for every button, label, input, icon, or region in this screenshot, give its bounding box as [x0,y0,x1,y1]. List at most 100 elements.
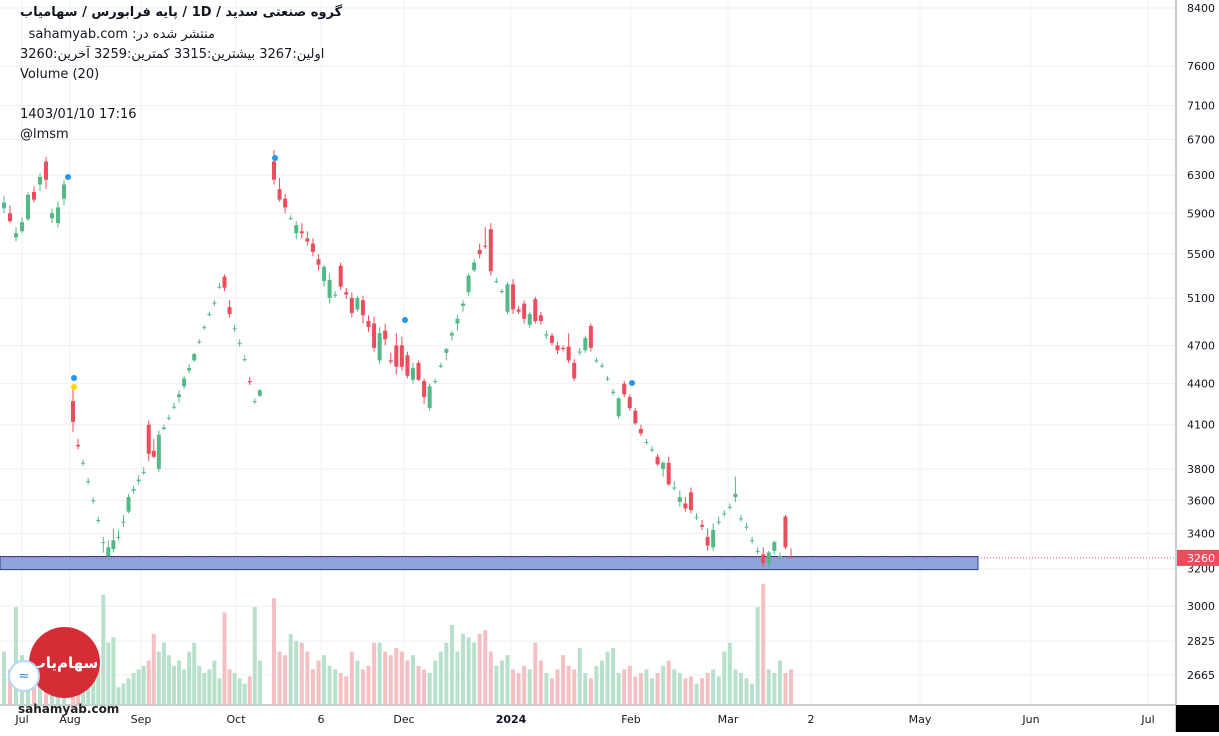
candle-body [212,302,217,304]
signal-marker [402,317,408,323]
candle-body [50,213,54,219]
candle-body [399,345,404,367]
volume-bar [232,672,237,705]
candle-body [716,521,721,523]
candle-body [177,394,182,398]
volume-bar [101,594,106,705]
candle-body [738,518,743,520]
candle-body [594,360,599,362]
volume-bar [410,655,415,705]
candle-body [505,284,510,312]
candle-body [516,309,521,312]
candle-body [156,434,161,469]
volume-bar [399,651,404,705]
volume-bar [622,669,627,705]
candle-body [588,325,593,348]
volume-bar [672,669,677,705]
volume-bar [86,683,91,705]
y-tick-label: 8400 [1187,2,1215,15]
y-tick-label: 2825 [1187,635,1215,648]
y-tick-label: 3400 [1187,527,1215,540]
candle-body [252,401,257,403]
candle-body [294,225,299,234]
volume-bar [172,665,176,705]
volume-bar [483,630,488,705]
candle-body [433,381,438,383]
candle-body [126,497,131,512]
volume-bar [217,678,222,705]
candle-body [151,450,156,457]
x-tick-label: 2 [808,713,815,726]
volume-bar [106,642,111,705]
candle-body [461,303,466,306]
candle-body [277,189,282,200]
candle-body [161,427,166,429]
volume-bar [594,665,599,705]
volume-bar [789,669,793,705]
candle-body [44,161,48,180]
volume-bar [677,672,682,705]
candle-body [394,345,399,367]
candle-body [38,176,42,185]
candle-body [533,299,538,322]
candle-body [81,462,86,464]
volume-bar [121,683,126,705]
candle-body [466,275,471,293]
volume-bar [661,665,666,705]
volume-bar [566,665,571,705]
volume-bar [616,672,621,705]
signal-marker [629,380,635,386]
volume-bar [650,678,655,705]
candle-body [449,333,454,336]
candle-body [96,519,101,521]
volume-bar [599,660,604,705]
volume-bar [733,669,738,705]
x-tick-label: 2024 [496,713,527,726]
volume-bar [8,669,12,705]
candle-body [288,218,293,220]
watermark: sahamyab.com [18,702,120,716]
volume-bar [377,642,382,705]
x-tick-label: May [909,713,932,726]
volume-bar [227,669,232,705]
volume-bar [383,651,388,705]
candle-body [761,554,766,564]
candle-body [611,391,616,394]
candle-body [561,347,566,350]
volume-bar [561,655,566,705]
volume-bar [588,678,593,705]
volume-bar [146,660,151,705]
candle-body [217,286,222,288]
x-tick-label: 6 [318,713,325,726]
volume-bar [527,669,532,705]
volume-bar [700,678,705,705]
volume-bar [344,676,349,705]
candle-body [438,365,443,367]
volume-bar [477,633,482,705]
volume-bar [111,637,116,705]
volume-bar [305,651,310,705]
volume-bar [538,660,543,705]
volume-bar [187,651,192,705]
volume-bar [750,683,755,705]
volume-bar [242,683,247,705]
candle-body [427,386,432,408]
volume-bar [141,665,146,705]
volume-bar [427,672,432,705]
volume-bar [338,672,343,705]
volume-bar [511,669,516,705]
candle-body [711,530,716,548]
candle-body [242,359,247,361]
volume-bar [577,648,582,705]
candle-body [555,345,560,351]
candle-body [527,314,532,325]
candle-body [605,378,610,380]
candle-body [91,500,96,502]
candle-body [522,303,527,319]
y-tick-label: 2665 [1187,669,1215,682]
volume-bar [455,651,460,705]
candle-body [8,213,12,222]
volume-bar [744,678,749,705]
